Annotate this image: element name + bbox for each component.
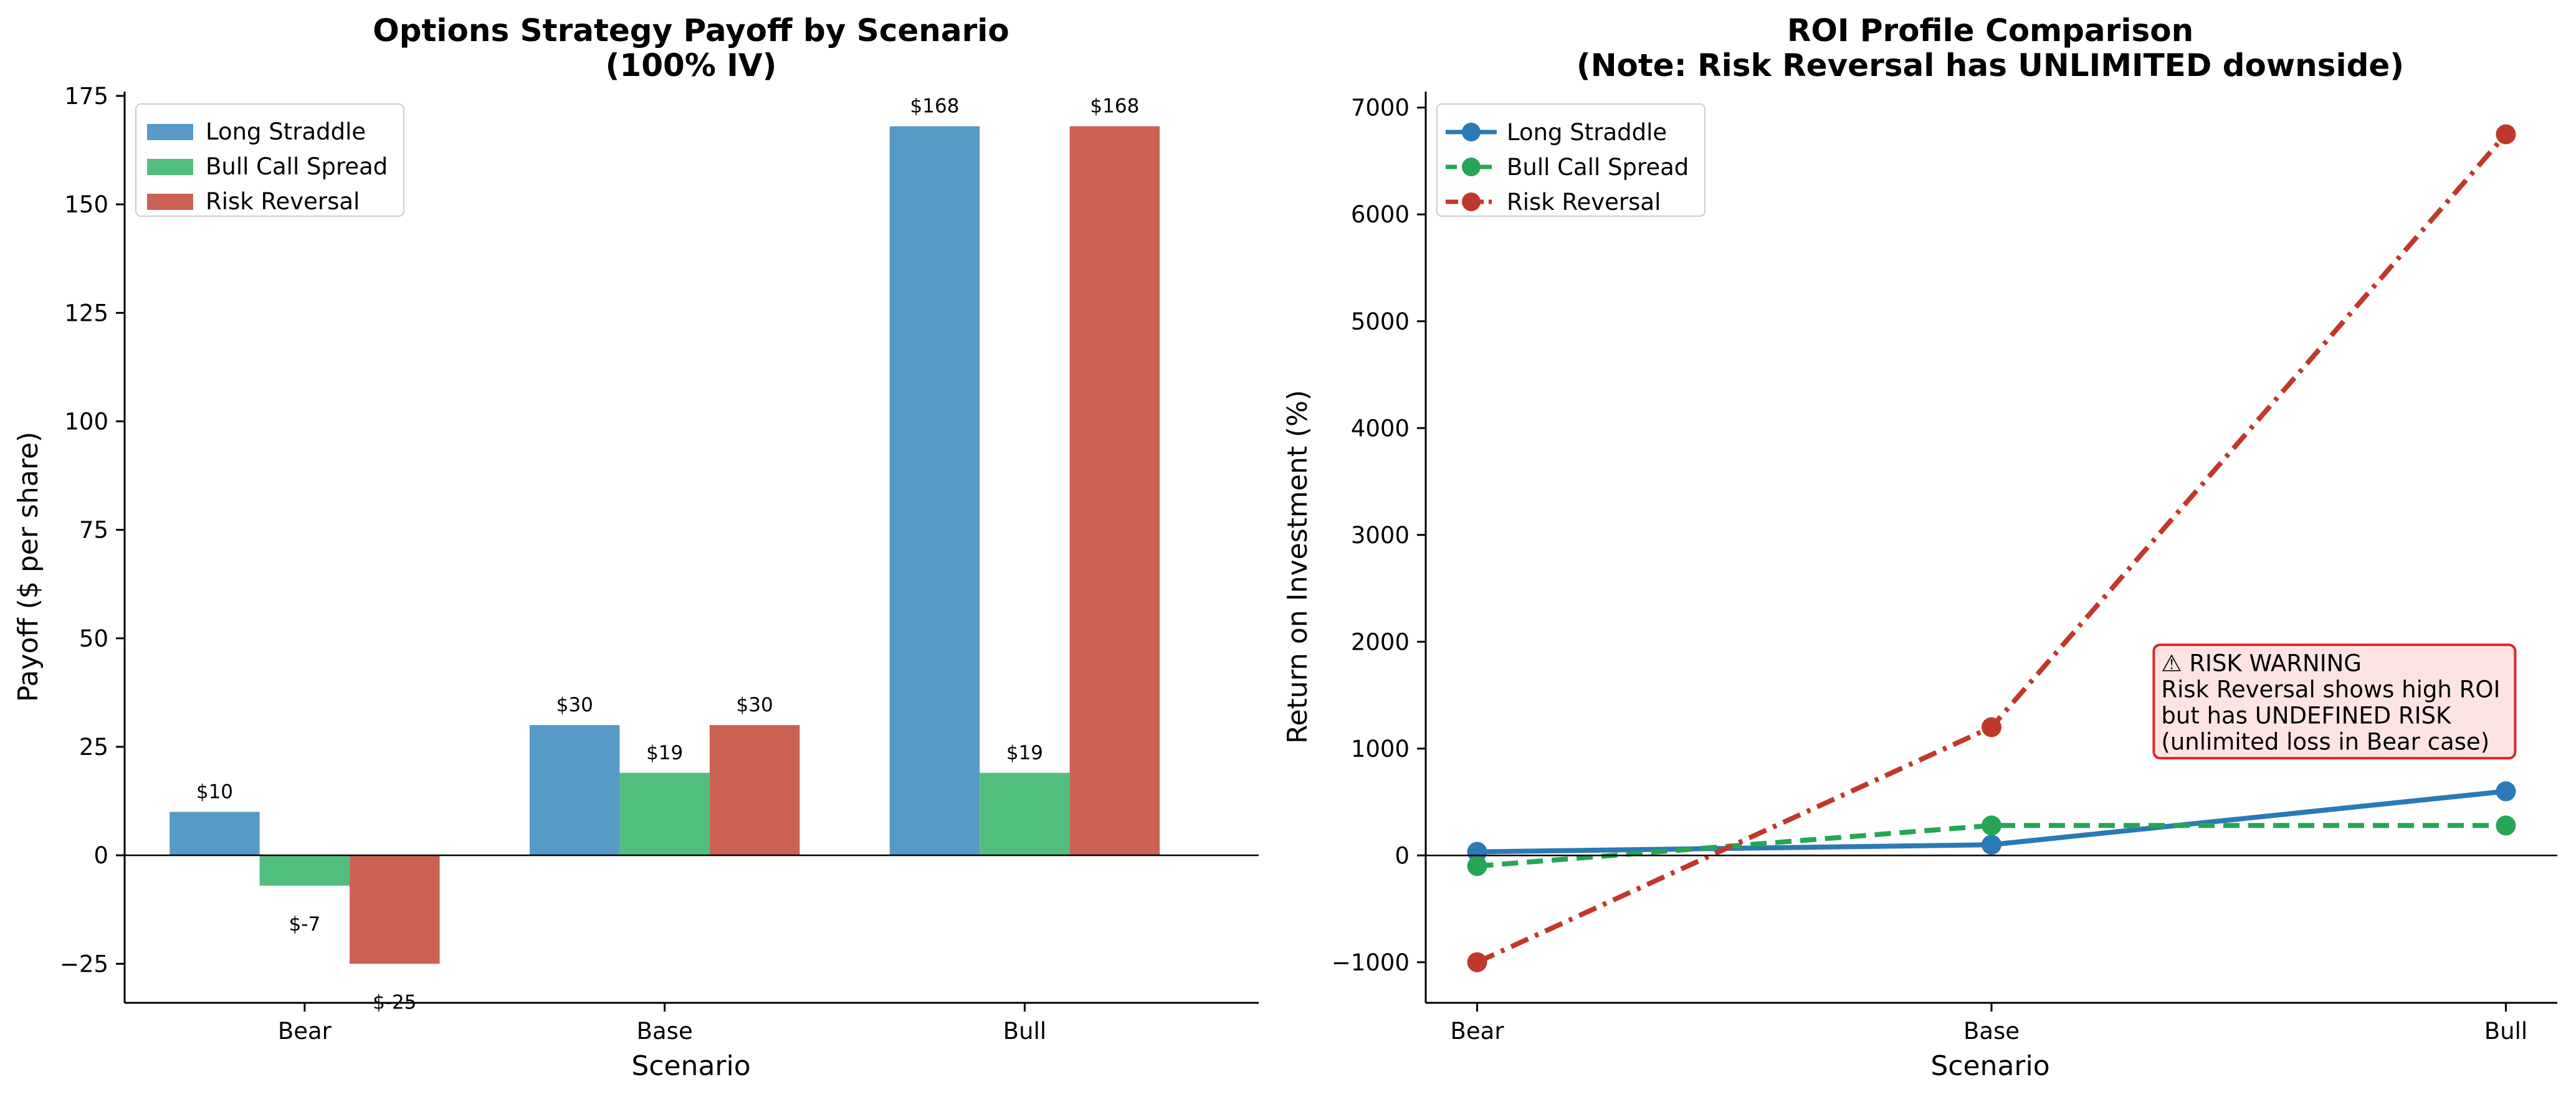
roi-chart-subtitle: (Note: Risk Reversal has UNLIMITED downs… <box>1577 47 2404 83</box>
warning-box <box>2152 643 2517 760</box>
bar-risk-reversal-bear <box>350 855 440 964</box>
roi-line-chart: ROI Profile Comparison (Note: Risk Rever… <box>1282 12 2557 1082</box>
y-tick-label: 6000 <box>1351 201 1410 228</box>
legend-marker-bull-call-spread <box>1462 158 1481 176</box>
y-tick-label: 0 <box>93 842 108 869</box>
y-tick-label: 7000 <box>1351 95 1410 121</box>
legend-box <box>1436 103 1705 217</box>
legend-label-long-straddle: Long Straddle <box>1507 119 1667 146</box>
payoff-legend: Long Straddle Bull Call Spread Risk Revers… <box>135 103 404 217</box>
y-tick-label: 1000 <box>1351 736 1410 762</box>
point-bull-call-spread-base <box>1982 815 2001 836</box>
roi-lines <box>1467 124 2516 972</box>
point-risk-reversal-bear <box>1467 952 1487 972</box>
bar-long-straddle-bear <box>169 812 260 856</box>
bar-risk-reversal-bull <box>1069 126 1160 856</box>
warning-text-line: (unlimited loss in Bear case) <box>2161 728 2489 755</box>
payoff-y-axis-label: Payoff ($ per share) <box>12 432 44 702</box>
y-tick-label: 4000 <box>1351 415 1410 442</box>
legend-label-long-straddle: Long Straddle <box>206 118 366 145</box>
warning-text-line: Risk Reversal shows high ROI <box>2161 676 2500 703</box>
point-long-straddle-base <box>1982 835 2001 855</box>
point-risk-reversal-base <box>1982 717 2001 737</box>
y-tick-label: −25 <box>60 951 108 977</box>
x-tick-label-bear: Bear <box>1451 1018 1505 1045</box>
point-risk-reversal-bull <box>2496 124 2516 145</box>
roi-y-axis-label: Return on Investment (%) <box>1282 390 1314 744</box>
line-bull-call-spread <box>1477 823 2506 869</box>
bar-bull-call-spread-bear <box>259 855 350 886</box>
x-tick-label-base: Base <box>1963 1018 2020 1045</box>
payoff-chart-subtitle: (100% IV) <box>606 47 777 83</box>
y-tick-label: 25 <box>79 734 108 761</box>
bar-label-bull-call-spread-base: $19 <box>646 742 683 764</box>
legend-box <box>135 103 404 217</box>
bar-label-bull-call-spread-bull: $19 <box>1006 742 1043 764</box>
y-tick-label: 175 <box>64 83 108 110</box>
point-long-straddle-bear <box>1467 842 1487 862</box>
y-tick-label: 5000 <box>1351 308 1410 335</box>
roi-x-axis-label: Scenario <box>1930 1050 2049 1082</box>
payoff-x-axis-label: Scenario <box>631 1050 750 1082</box>
bar-label-risk-reversal-bull: $168 <box>1090 95 1139 118</box>
point-long-straddle-bull <box>2496 781 2516 802</box>
point-bull-call-spread-bear <box>1467 856 1487 876</box>
y-tick-label: 0 <box>1395 842 1410 869</box>
legend-swatch-risk-reversal <box>147 194 193 210</box>
y-tick-label: 150 <box>64 191 108 218</box>
payoff-axes: −25 0 25 50 75 100 125 150 175 Bear Base Bull <box>60 83 1259 1045</box>
y-tick-label: 3000 <box>1351 522 1410 549</box>
legend-label-risk-reversal: Risk Reversal <box>1507 189 1661 216</box>
x-tick-label-bear: Bear <box>278 1018 332 1045</box>
legend-marker-risk-reversal <box>1462 192 1481 211</box>
bar-bull-call-spread-bull <box>980 772 1070 856</box>
y-tick-label: 2000 <box>1351 628 1410 655</box>
roi-legend: Long Straddle Bull Call Spread Risk Revers… <box>1436 103 1705 217</box>
y-tick-label: 100 <box>64 408 108 435</box>
legend-swatch-long-straddle <box>147 124 193 140</box>
y-tick-label: 50 <box>79 625 108 652</box>
x-tick-label-bull: Bull <box>1003 1018 1046 1045</box>
legend-swatch-bull-call-spread <box>147 159 193 175</box>
legend-marker-long-straddle <box>1462 123 1481 141</box>
bar-long-straddle-base <box>530 725 620 856</box>
legend-label-bull-call-spread: Bull Call Spread <box>1507 154 1689 181</box>
bar-label-long-straddle-bull: $168 <box>910 95 960 118</box>
bar-label-bull-call-spread-bear: $-7 <box>289 913 321 936</box>
legend-label-bull-call-spread: Bull Call Spread <box>206 153 388 180</box>
bar-risk-reversal-base <box>709 725 800 856</box>
x-tick-label-base: Base <box>637 1018 693 1045</box>
point-bull-call-spread-bull <box>2496 815 2516 836</box>
payoff-bars: $10$30$168$-7$19 $19$-25$30$168 <box>169 95 1160 1013</box>
bar-bull-call-spread-base <box>619 772 710 856</box>
bar-label-risk-reversal-base: $30 <box>737 694 773 716</box>
y-tick-label: −1000 <box>1332 949 1410 976</box>
payoff-chart-title: Options Strategy Payoff by Scenario <box>373 12 1009 49</box>
warning-text-line: ⚠ RISK WARNING <box>2161 650 2362 676</box>
payoff-bar-chart: Options Strategy Payoff by Scenario (100… <box>12 12 1259 1082</box>
bar-label-long-straddle-bear: $10 <box>196 780 233 803</box>
x-tick-label-bull: Bull <box>2484 1018 2527 1045</box>
y-tick-label: 125 <box>64 300 108 326</box>
warning-text-line: but has UNDEFINED RISK <box>2161 702 2452 729</box>
bar-long-straddle-bull <box>889 126 980 856</box>
bar-label-long-straddle-base: $30 <box>556 694 593 716</box>
y-tick-label: 75 <box>79 517 108 544</box>
roi-axes: −1000 0 1000 2000 3000 4000 5000 6000 7000 Bear Ba… <box>1332 92 2557 1045</box>
roi-chart-title: ROI Profile Comparison <box>1787 12 2193 49</box>
legend-label-risk-reversal: Risk Reversal <box>206 188 360 215</box>
